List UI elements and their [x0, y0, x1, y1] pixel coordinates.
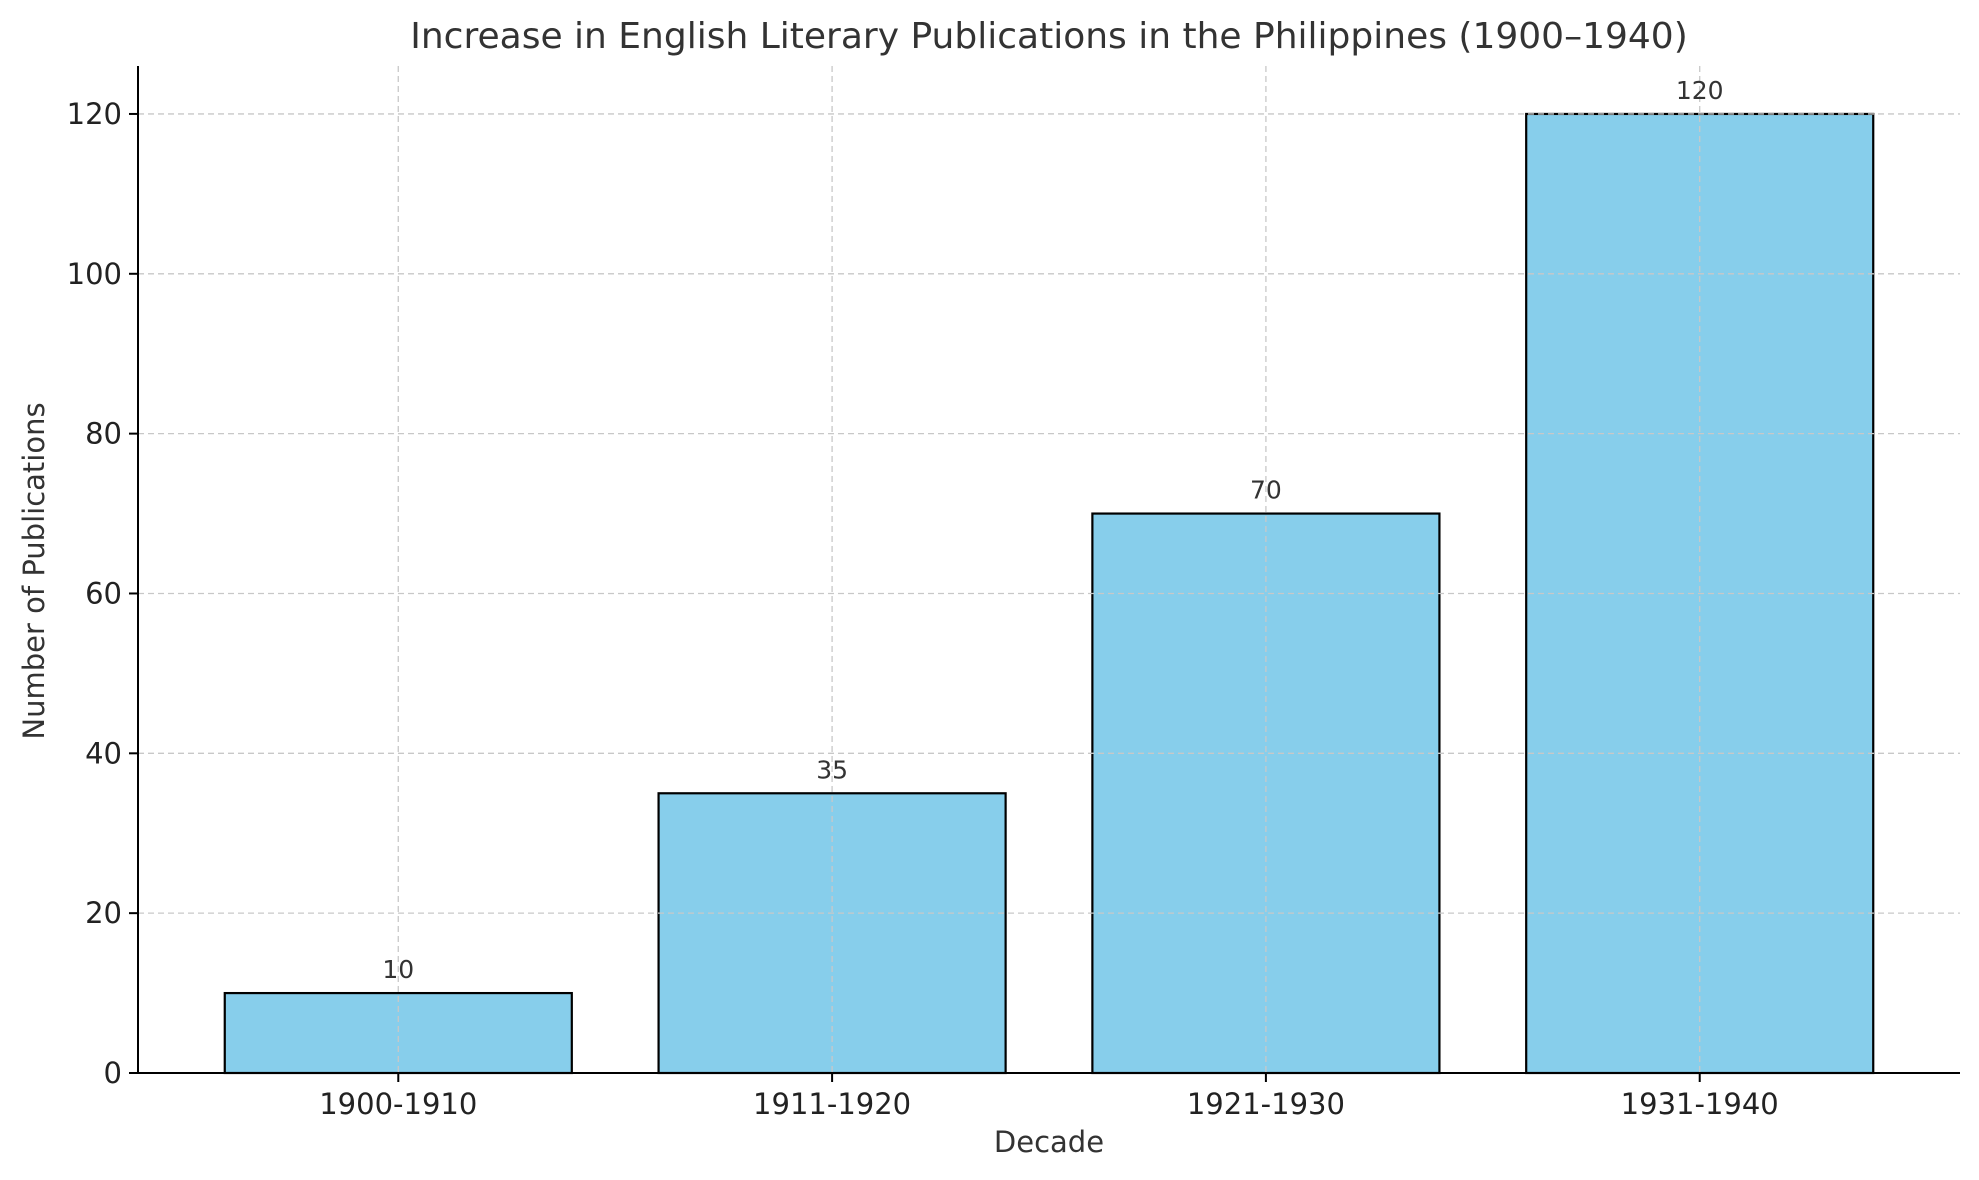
bar-value-label: 35 [816, 755, 848, 784]
x-tick-label: 1900-1910 [319, 1087, 477, 1121]
y-tick-label: 120 [67, 97, 122, 131]
y-axis-label: Number of Publications [17, 402, 51, 739]
ticks-layer: 0 20 40 60 80 100 120 1900-1910 1911-1920 1921-19… [67, 97, 1779, 1121]
y-tick-label: 40 [85, 736, 122, 770]
y-tick-label: 60 [85, 576, 122, 610]
x-axis-label: Decade [994, 1125, 1104, 1159]
bar-value-label: 120 [1676, 76, 1724, 105]
x-tick-label: 1911-1920 [753, 1087, 911, 1121]
y-tick-label: 80 [85, 417, 122, 451]
data-labels-layer: 10 35 70 120 [382, 76, 1723, 984]
y-tick-label: 0 [104, 1056, 122, 1090]
x-tick-label: 1921-1930 [1187, 1087, 1345, 1121]
chart-title: Increase in English Literary Publication… [410, 16, 1688, 57]
grid-layer [138, 66, 1960, 1073]
y-tick-label: 20 [85, 896, 122, 930]
axes-layer [137, 66, 1960, 1074]
bar-value-label: 70 [1250, 476, 1282, 505]
bar-value-label: 10 [382, 955, 414, 984]
x-tick-label: 1931-1940 [1621, 1087, 1779, 1121]
y-tick-label: 100 [67, 257, 122, 291]
